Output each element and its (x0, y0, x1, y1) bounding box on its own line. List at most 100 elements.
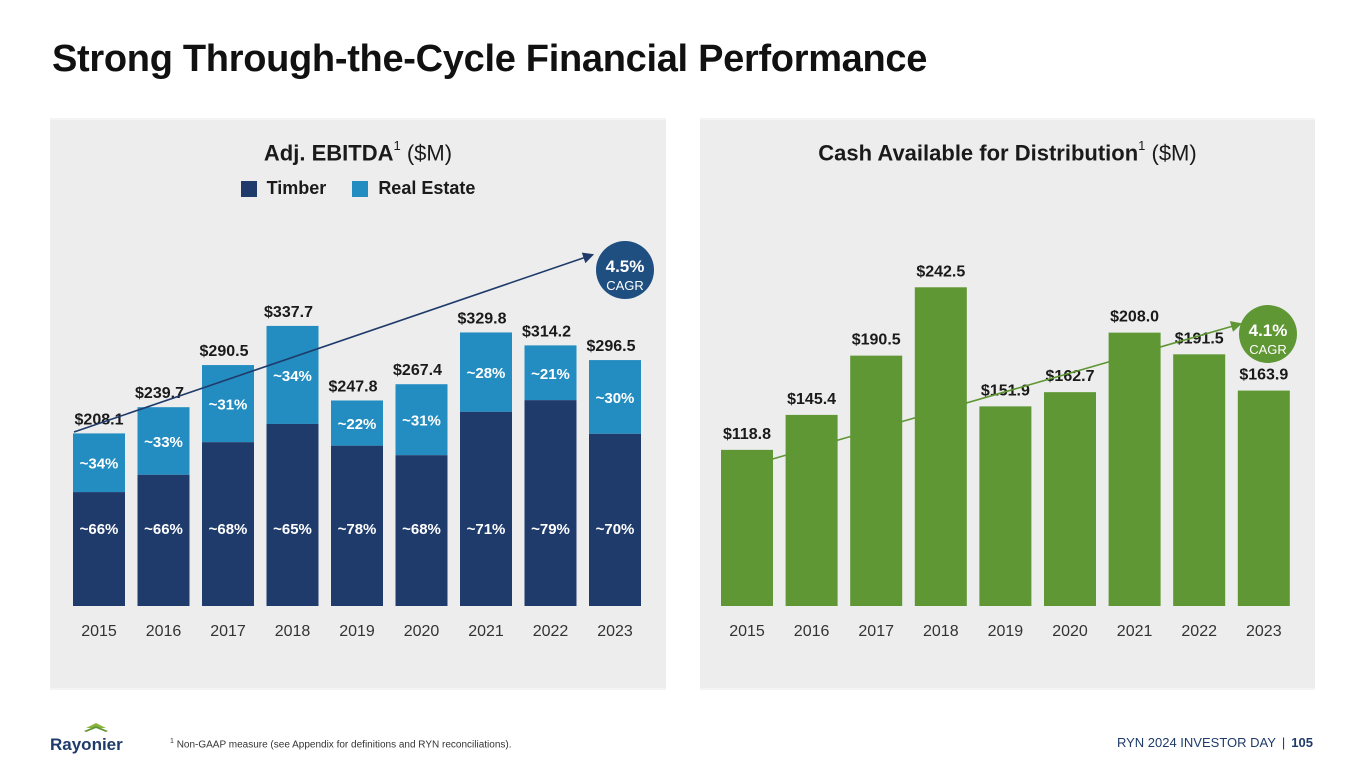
share-label-timber-2022: ~79% (531, 521, 570, 538)
cad-unit: ($M) (1151, 140, 1197, 166)
logo-roof-shade-icon (84, 726, 108, 732)
bar-timber-2020 (395, 455, 448, 606)
trend-line (73, 252, 595, 433)
x-tick-2018: 2018 (923, 623, 959, 640)
bar-cad-2015 (721, 449, 773, 606)
total-label-2022: $314.2 (522, 323, 571, 340)
value-label-2022: $191.5 (1175, 330, 1224, 347)
page-title: Strong Through-the-Cycle Financial Perfo… (52, 38, 928, 80)
value-label-2017: $190.5 (852, 332, 901, 349)
bar-real-estate-2017 (202, 365, 254, 443)
cad-title: Cash Available for Distribution1 ($M) (700, 138, 1315, 166)
share-label-timber-2015: ~66% (80, 521, 119, 538)
share-label-real-estate-2016: ~33% (144, 434, 183, 451)
adj-ebitda-legend: Timber Real Estate (50, 178, 666, 199)
bar-real-estate-2018 (266, 325, 319, 424)
legend-label-timber: Timber (266, 178, 327, 198)
share-label-timber-2017: ~68% (209, 521, 248, 538)
share-label-timber-2023: ~70% (596, 521, 635, 538)
legend-item-real-estate: Real Estate (352, 178, 475, 199)
bar-timber-2021 (460, 411, 512, 606)
bar-cad-2017 (850, 355, 903, 606)
trend-line (723, 321, 1243, 474)
legend-swatch-real-estate (352, 180, 369, 197)
adj-ebitda-panel: Adj. EBITDA1 ($M) Timber Real Estate ~34… (50, 118, 666, 690)
bar-cad-2018 (914, 287, 967, 606)
bar-cad-2016 (785, 414, 838, 606)
x-tick-2023: 2023 (597, 623, 633, 640)
cagr-label: CAGR (606, 278, 644, 293)
cagr-badge (1239, 305, 1297, 363)
x-tick-2016: 2016 (794, 623, 830, 640)
bar-real-estate-2022 (524, 345, 577, 401)
total-label-2019: $247.8 (329, 378, 378, 395)
bar-real-estate-2020 (395, 384, 448, 456)
adj-ebitda-title: Adj. EBITDA1 ($M) (50, 138, 666, 166)
x-tick-2019: 2019 (339, 623, 375, 640)
value-label-2015: $118.8 (723, 426, 771, 443)
share-label-timber-2019: ~78% (338, 521, 377, 538)
x-tick-2017: 2017 (210, 623, 246, 640)
bar-real-estate-2019 (331, 400, 383, 446)
cad-title-text: Cash Available for Distribution (818, 140, 1139, 166)
bar-real-estate-2015 (73, 433, 125, 493)
value-label-2016: $145.4 (787, 391, 836, 408)
footnote-mark: 1 (170, 738, 174, 745)
bar-timber-2018 (266, 423, 319, 606)
x-tick-2020: 2020 (1052, 623, 1088, 640)
value-label-2020: $162.7 (1046, 368, 1095, 385)
bar-timber-2017 (202, 442, 254, 606)
footer-event: RYN 2024 INVESTOR DAY (1116, 735, 1276, 750)
bar-timber-2023 (589, 433, 641, 606)
share-label-real-estate-2022: ~21% (531, 366, 570, 383)
footnote-ref: 1 (1138, 138, 1146, 153)
total-label-2017: $290.5 (200, 343, 249, 360)
footnote-ref: 1 (393, 138, 401, 153)
cad-panel: Cash Available for Distribution1 ($M) $1… (700, 118, 1315, 690)
x-tick-2018: 2018 (275, 623, 311, 640)
share-label-real-estate-2019: ~22% (338, 416, 377, 433)
bar-timber-2015 (73, 492, 125, 606)
cagr-value: 4.1% (1249, 321, 1288, 340)
bar-cad-2020 (1044, 392, 1096, 606)
cad-chart: $118.8 2015 $145.4 2016 $190.5 2017 $242.5 2018… (721, 263, 1297, 640)
share-label-timber-2018: ~65% (273, 521, 312, 538)
total-label-2021: $329.8 (458, 310, 507, 327)
bar-real-estate-2016 (137, 407, 190, 475)
bar-cad-2019 (979, 406, 1032, 606)
logo-roof-icon (86, 723, 106, 728)
share-label-real-estate-2023: ~30% (596, 390, 635, 407)
bar-real-estate-2021 (460, 332, 512, 412)
legend-label-real-estate: Real Estate (378, 178, 476, 198)
total-label-2016: $239.7 (135, 385, 184, 402)
adj-ebitda-chart: ~34% ~66% $208.1 2015 ~33% ~66% $239.7 2016 ~31%… (73, 241, 654, 640)
x-tick-2020: 2020 (404, 623, 440, 640)
x-tick-2022: 2022 (533, 623, 569, 640)
x-tick-2021: 2021 (1117, 623, 1153, 640)
bar-timber-2016 (137, 474, 190, 606)
value-label-2023: $163.9 (1239, 367, 1288, 384)
x-tick-2019: 2019 (988, 623, 1024, 640)
x-tick-2015: 2015 (81, 623, 117, 640)
rayonier-logo: Rayonier (50, 723, 123, 754)
bar-real-estate-2023 (589, 360, 641, 434)
bar-cad-2021 (1108, 332, 1161, 606)
page-number: 105 (1291, 735, 1313, 750)
x-tick-2022: 2022 (1181, 623, 1217, 640)
bar-cad-2022 (1173, 354, 1226, 606)
legend-item-timber: Timber (240, 178, 327, 199)
footnote: 1 Non-GAAP measure (see Appendix for def… (170, 738, 512, 750)
share-label-real-estate-2015: ~34% (80, 456, 119, 473)
share-label-timber-2020: ~68% (402, 521, 441, 538)
share-label-real-estate-2020: ~31% (402, 413, 441, 430)
adj-ebitda-title-text: Adj. EBITDA (263, 140, 394, 166)
total-label-2018: $337.7 (264, 304, 313, 321)
total-label-2015: $208.1 (75, 411, 124, 428)
cagr-badge (596, 241, 654, 299)
cagr-label: CAGR (1249, 342, 1287, 357)
share-label-real-estate-2021: ~28% (467, 365, 506, 382)
x-tick-2023: 2023 (1246, 623, 1282, 640)
footer-separator: | (1281, 735, 1286, 750)
adj-ebitda-unit: ($M) (406, 140, 453, 166)
share-label-timber-2021: ~71% (467, 521, 506, 538)
